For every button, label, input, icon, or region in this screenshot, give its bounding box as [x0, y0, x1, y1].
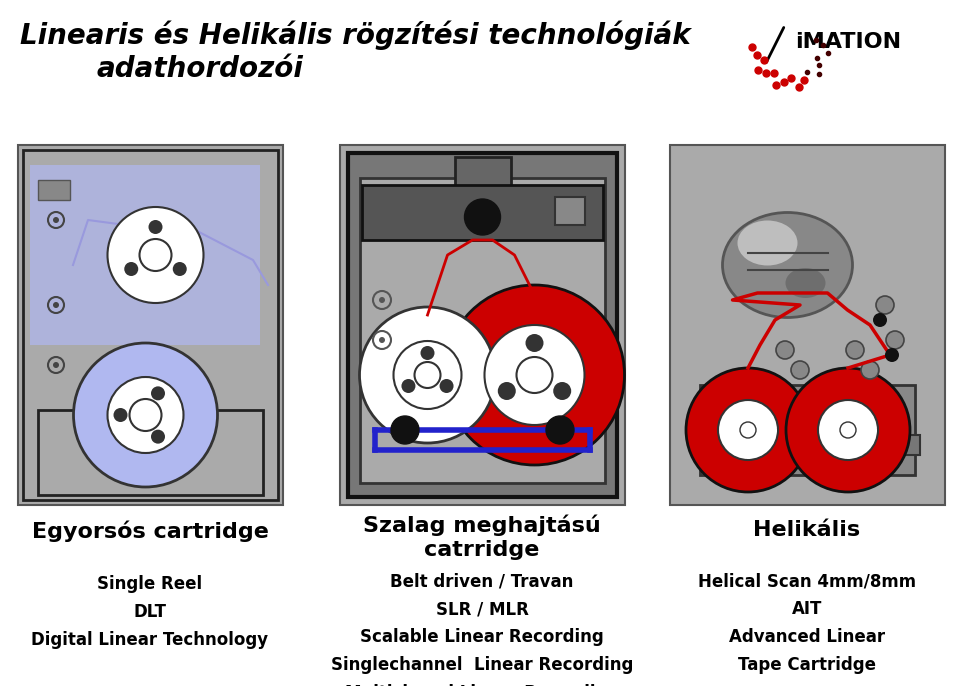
- Circle shape: [516, 357, 553, 393]
- FancyBboxPatch shape: [38, 410, 263, 495]
- Text: DLT: DLT: [133, 603, 166, 621]
- Circle shape: [686, 368, 810, 492]
- Circle shape: [846, 341, 864, 359]
- Circle shape: [173, 262, 187, 276]
- Circle shape: [546, 416, 574, 444]
- Circle shape: [740, 422, 756, 438]
- Circle shape: [818, 400, 878, 460]
- Circle shape: [53, 302, 59, 308]
- Circle shape: [139, 239, 172, 271]
- Circle shape: [553, 382, 571, 400]
- Circle shape: [113, 408, 128, 422]
- FancyBboxPatch shape: [30, 165, 260, 345]
- Circle shape: [873, 313, 887, 327]
- Text: Belt driven / Travan: Belt driven / Travan: [391, 572, 574, 590]
- Ellipse shape: [785, 268, 826, 298]
- FancyBboxPatch shape: [362, 185, 603, 240]
- Circle shape: [149, 220, 162, 234]
- Circle shape: [124, 262, 138, 276]
- Circle shape: [394, 341, 462, 409]
- Text: adathordozói: adathordozói: [97, 55, 303, 83]
- Circle shape: [776, 341, 794, 359]
- Circle shape: [444, 285, 625, 465]
- Circle shape: [391, 416, 419, 444]
- Circle shape: [840, 422, 856, 438]
- FancyBboxPatch shape: [670, 145, 945, 505]
- FancyBboxPatch shape: [700, 385, 915, 475]
- Circle shape: [379, 337, 385, 343]
- Circle shape: [379, 297, 385, 303]
- Text: Advanced Linear: Advanced Linear: [729, 628, 885, 646]
- Ellipse shape: [737, 220, 798, 265]
- Text: Singlechannel  Linear Recording: Singlechannel Linear Recording: [331, 656, 634, 674]
- Text: iMATION: iMATION: [795, 32, 901, 52]
- Text: Linearis és Helikális rögzítési technológiák: Linearis és Helikális rögzítési technoló…: [20, 20, 691, 49]
- Text: Helical Scan 4mm/8mm: Helical Scan 4mm/8mm: [698, 572, 916, 590]
- FancyBboxPatch shape: [18, 145, 283, 505]
- Circle shape: [74, 343, 218, 487]
- FancyBboxPatch shape: [555, 197, 585, 225]
- Circle shape: [108, 207, 204, 303]
- Circle shape: [465, 199, 500, 235]
- Circle shape: [886, 331, 904, 349]
- Circle shape: [130, 399, 161, 431]
- Text: Tape Cartridge: Tape Cartridge: [738, 656, 876, 674]
- Circle shape: [53, 362, 59, 368]
- FancyBboxPatch shape: [348, 153, 617, 497]
- Ellipse shape: [723, 213, 852, 318]
- Circle shape: [151, 429, 165, 444]
- FancyBboxPatch shape: [38, 180, 70, 200]
- FancyBboxPatch shape: [454, 157, 511, 195]
- Text: Szalag meghajtású
catrridge: Szalag meghajtású catrridge: [363, 515, 601, 560]
- Circle shape: [440, 379, 453, 393]
- FancyBboxPatch shape: [340, 145, 625, 505]
- Text: Digital Linear Technology: Digital Linear Technology: [32, 631, 269, 649]
- Circle shape: [415, 362, 441, 388]
- Circle shape: [786, 368, 910, 492]
- Circle shape: [525, 334, 543, 352]
- Circle shape: [108, 377, 183, 453]
- Text: Egyorsós cartridge: Egyorsós cartridge: [32, 520, 269, 541]
- Circle shape: [861, 361, 879, 379]
- Circle shape: [876, 296, 894, 314]
- Circle shape: [885, 348, 899, 362]
- Text: Scalable Linear Recording: Scalable Linear Recording: [360, 628, 604, 646]
- Text: Multichanel Linear Recording: Multichanel Linear Recording: [345, 684, 619, 686]
- FancyBboxPatch shape: [725, 435, 920, 455]
- Text: Helikális: Helikális: [754, 520, 860, 540]
- Circle shape: [401, 379, 416, 393]
- Circle shape: [718, 400, 778, 460]
- Circle shape: [791, 361, 809, 379]
- FancyBboxPatch shape: [360, 178, 605, 483]
- Circle shape: [151, 386, 165, 401]
- Text: Single Reel: Single Reel: [97, 575, 203, 593]
- FancyBboxPatch shape: [23, 150, 278, 500]
- Circle shape: [485, 325, 585, 425]
- Circle shape: [498, 382, 516, 400]
- Text: AIT: AIT: [792, 600, 822, 618]
- Text: SLR / MLR: SLR / MLR: [436, 600, 528, 618]
- Circle shape: [53, 217, 59, 223]
- Circle shape: [359, 307, 495, 443]
- Circle shape: [420, 346, 435, 360]
